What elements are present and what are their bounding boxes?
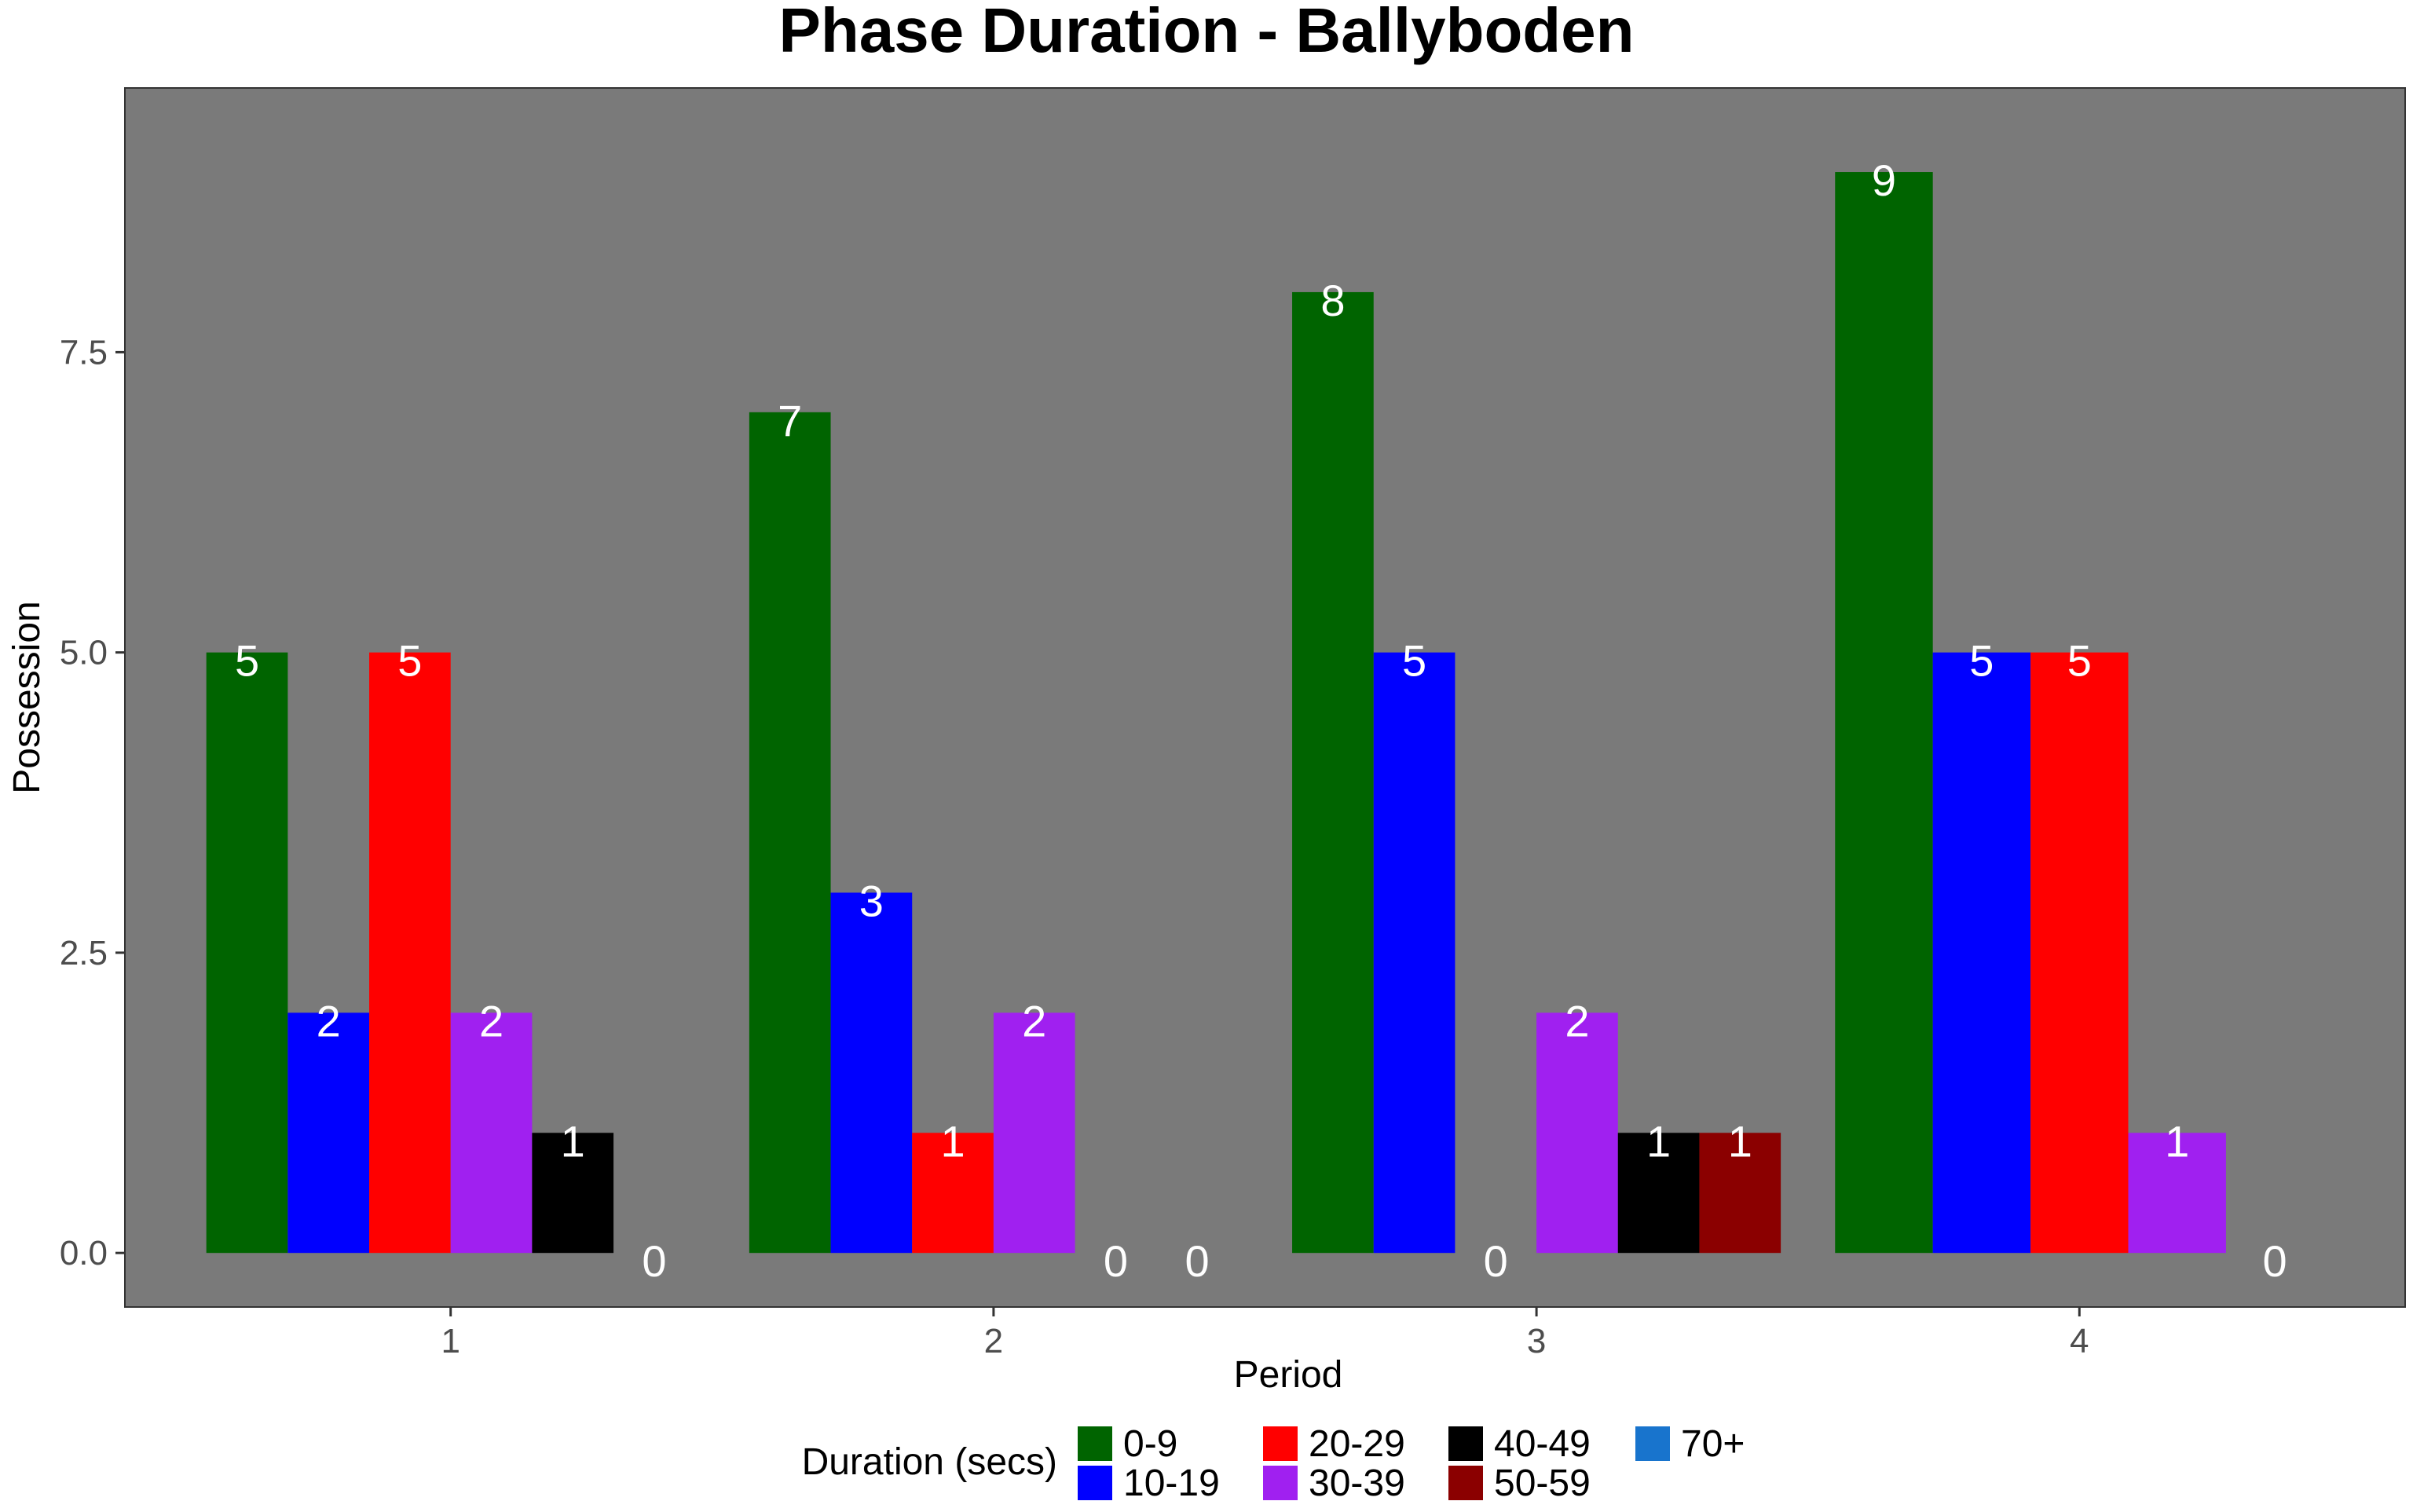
legend-label: 40-49	[1494, 1423, 1591, 1465]
x-tick-label: 3	[1527, 1322, 1546, 1360]
bar	[450, 1012, 533, 1254]
y-tick-label: 0.0	[60, 1234, 108, 1272]
bar	[369, 652, 451, 1254]
bar	[1373, 652, 1455, 1254]
legend-swatch	[1635, 1426, 1670, 1461]
y-axis-label: Possession	[6, 601, 48, 793]
bar-value-label: 2	[479, 996, 503, 1045]
legend-label: 0-9	[1123, 1423, 1177, 1465]
bar	[1699, 1133, 1781, 1254]
legend-label: 70+	[1681, 1423, 1745, 1465]
bar-value-label: 5	[1402, 636, 1426, 686]
bar	[2030, 652, 2129, 1254]
x-axis-label: Period	[1234, 1354, 1343, 1396]
y-tick-label: 7.5	[60, 333, 108, 372]
bar	[206, 652, 288, 1254]
legend-swatch	[1448, 1466, 1483, 1500]
bar-value-label: 2	[317, 996, 341, 1045]
bar-value-label: 9	[1872, 156, 1896, 205]
y-axis: 0.0 2.5 5.0 7.5	[60, 333, 125, 1272]
bar-value-label: 5	[1969, 636, 1994, 686]
bar-labels: 5 2 5 2 1 0 7 3 1 2 0 0 8 5 0 2 1 1 9 5 5 1 0	[235, 156, 2287, 1286]
bar-value-label: 7	[778, 396, 802, 445]
bar-value-label: 2	[1565, 996, 1589, 1045]
bar-value-label: 1	[940, 1116, 965, 1166]
x-tick-label: 1	[441, 1322, 460, 1360]
bar-value-label: 0	[1185, 1236, 1210, 1286]
bar-value-label: 1	[2165, 1116, 2189, 1166]
bar-value-label: 5	[397, 636, 422, 686]
bar	[1835, 172, 1933, 1254]
bar-value-label: 0	[2263, 1236, 2287, 1286]
bar-value-label: 1	[561, 1116, 585, 1166]
legend-swatch	[1078, 1426, 1112, 1461]
y-tick-label: 5.0	[60, 634, 108, 672]
bar	[287, 1012, 370, 1254]
bars	[206, 172, 2226, 1254]
legend-swatch	[1263, 1426, 1298, 1461]
bar-value-label: 3	[859, 876, 884, 925]
legend-label: 30-39	[1309, 1463, 1405, 1504]
legend-label: 50-59	[1494, 1463, 1591, 1504]
bar-value-label: 5	[235, 636, 259, 686]
bar-value-label: 0	[1104, 1236, 1128, 1286]
bar-value-label: 0	[642, 1236, 666, 1286]
bar-value-label: 1	[1646, 1116, 1671, 1166]
y-tick-label: 2.5	[60, 934, 108, 972]
chart-title: Phase Duration - Ballyboden	[778, 0, 1634, 65]
bar	[1292, 291, 1374, 1254]
bar-value-label: 2	[1022, 996, 1046, 1045]
bar-value-label: 1	[1728, 1116, 1752, 1166]
bar-value-label: 5	[2067, 636, 2092, 686]
legend-label: 20-29	[1309, 1423, 1405, 1465]
bar-value-label: 8	[1320, 276, 1345, 325]
legend-swatch	[1078, 1466, 1112, 1500]
legend-title: Duration (secs)	[802, 1441, 1057, 1483]
bar	[912, 1133, 994, 1254]
bar	[830, 892, 913, 1254]
bar	[993, 1012, 1075, 1254]
x-tick-label: 4	[2070, 1322, 2089, 1360]
legend-label: 10-19	[1123, 1463, 1220, 1504]
bar-value-label: 0	[1484, 1236, 1508, 1286]
legend-swatch	[1263, 1466, 1298, 1500]
bar	[2128, 1133, 2226, 1254]
bar	[749, 412, 831, 1254]
bar	[1617, 1133, 1700, 1254]
x-tick-label: 2	[984, 1322, 1003, 1360]
bar	[532, 1133, 614, 1254]
x-axis: 1 2 3 4	[441, 1307, 2089, 1360]
bar	[1932, 652, 2031, 1254]
bar	[1536, 1012, 1618, 1254]
legend-swatch	[1448, 1426, 1483, 1461]
